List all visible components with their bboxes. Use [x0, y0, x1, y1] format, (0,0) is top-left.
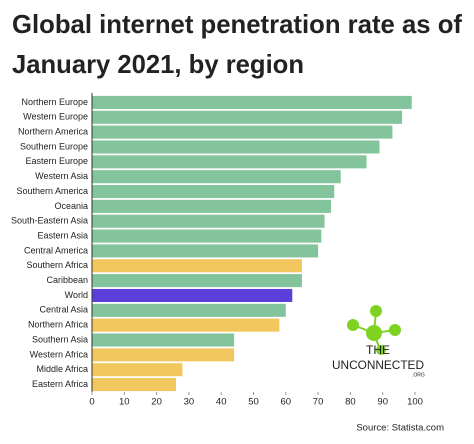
- y-tick-label: Northern America: [18, 127, 88, 137]
- y-tick-label: Caribbean: [46, 275, 88, 285]
- bar: [92, 125, 393, 139]
- chart-title: Global internet penetration rate as of: [12, 9, 462, 39]
- bar: [92, 110, 403, 124]
- logo-text: UNCONNECTED: [332, 358, 424, 372]
- bar: [92, 214, 325, 228]
- bar: [92, 199, 332, 213]
- bar: [92, 140, 380, 154]
- bar: [92, 288, 293, 303]
- x-tick-label: 100: [407, 397, 423, 408]
- x-tick-label: 90: [377, 397, 388, 408]
- y-tick-label: Middle Africa: [36, 364, 88, 374]
- bar: [92, 378, 176, 392]
- source: Source: Statista.com: [356, 423, 444, 434]
- x-tick-label: 40: [216, 397, 227, 408]
- y-tick-label: Eastern Europe: [25, 156, 88, 166]
- bar: [92, 274, 302, 288]
- y-tick-label: Central Asia: [39, 305, 88, 315]
- x-tick-label: 80: [345, 397, 356, 408]
- bar: [92, 303, 286, 317]
- bar: [92, 348, 235, 362]
- bar: [92, 318, 280, 332]
- bar: [92, 363, 183, 377]
- bar: [92, 244, 319, 258]
- bar: [92, 333, 235, 347]
- x-tick-label: 0: [89, 397, 94, 408]
- chart-title: January 2021, by region: [12, 49, 304, 79]
- bar: [92, 155, 367, 169]
- y-tick-label: World: [65, 290, 88, 300]
- x-tick-label: 30: [184, 397, 195, 408]
- y-tick-label: Northern Africa: [28, 320, 88, 330]
- bar: [92, 259, 302, 273]
- y-tick-label: Eastern Africa: [32, 379, 88, 389]
- y-tick-label: Eastern Asia: [37, 230, 88, 240]
- y-tick-label: Southern Africa: [26, 260, 88, 270]
- y-tick-label: Southern Asia: [32, 334, 88, 344]
- bar: [92, 170, 341, 184]
- x-tick-label: 20: [151, 397, 162, 408]
- y-tick-label: Southern America: [16, 186, 88, 196]
- bar: [92, 229, 322, 243]
- x-tick-label: 50: [248, 397, 259, 408]
- bar: [92, 184, 335, 199]
- y-tick-label: Western Africa: [30, 349, 88, 359]
- y-tick-label: Central America: [24, 245, 88, 255]
- y-tick-label: Oceania: [54, 201, 88, 211]
- x-tick-label: 70: [313, 397, 324, 408]
- logo-text: THE: [366, 343, 390, 357]
- logo: THE UNCONNECTED .ORG: [332, 305, 425, 378]
- x-tick-label: 10: [119, 397, 130, 408]
- y-tick-label: Southern Europe: [20, 141, 88, 151]
- y-tick-label: Western Europe: [23, 112, 88, 122]
- y-tick-label: Northern Europe: [21, 97, 88, 107]
- x-tick-label: 60: [281, 397, 292, 408]
- y-tick-label: Western Asia: [35, 171, 88, 181]
- logo-text: .ORG: [412, 372, 425, 378]
- bar: [92, 95, 412, 109]
- y-tick-label: South-Eastern Asia: [11, 216, 88, 226]
